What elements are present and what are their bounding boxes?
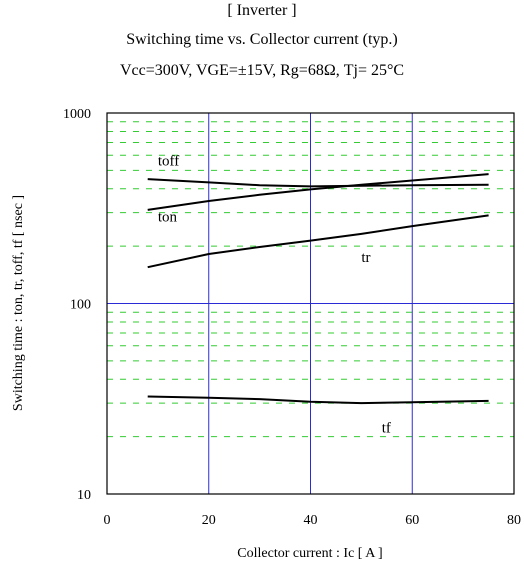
curve-label-ton: ton [158,209,178,225]
chart-subtitle: Switching time vs. Collector current (ty… [126,31,398,48]
y-tick-label: 100 [70,298,91,313]
x-axis-label: Collector current : Ic [ A ] [237,546,382,561]
series-line-ton [147,173,489,211]
series-line-tr [147,214,489,269]
chart-conditions: Vcc=300V, VGE=±15V, Rg=68Ω, Tj= 25°C [119,62,405,79]
curve-label-tf: tf [382,421,391,437]
curve-label-toff: toff [158,154,179,170]
curve-labels: toff ton tr tf [158,154,391,437]
x-tick-labels: 0 20 40 60 80 [104,513,522,528]
y-tick-label: 1000 [63,107,91,122]
y-tick-labels: 10 100 1000 [63,107,91,503]
x-tick-label: 0 [104,513,111,528]
curve-label-tr: tr [361,250,370,266]
x-tick-label: 60 [405,513,419,528]
chart-title: [ Inverter ] [227,2,297,19]
y-tick-label: 10 [77,488,91,503]
y-axis-label: Switching time : ton, tr, toff, tf [ nse… [11,195,26,411]
major-gridlines [107,113,514,494]
x-tick-label: 20 [202,513,216,528]
x-tick-label: 40 [304,513,318,528]
minor-gridlines [107,121,514,438]
series-line-tf [147,395,489,405]
plot-frame [106,112,515,495]
series-layer [147,173,489,405]
x-tick-label: 80 [507,513,521,528]
series-line-toff [147,178,489,188]
